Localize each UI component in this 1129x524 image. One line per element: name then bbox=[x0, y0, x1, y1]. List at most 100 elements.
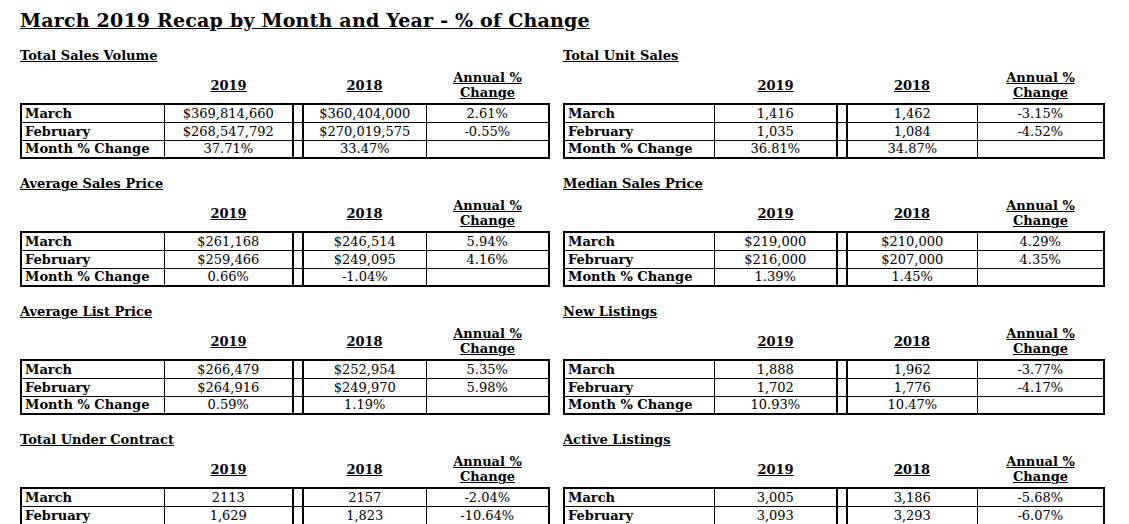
column-header-2018: 2018 bbox=[303, 70, 426, 104]
table-row-month-change: Month % Change 0.59% 1.19% bbox=[21, 396, 549, 414]
column-header-annual-change: Annual % Change bbox=[977, 198, 1104, 232]
column-header-2019: 2019 bbox=[164, 198, 293, 232]
cell-2018: 1,084 bbox=[847, 122, 977, 140]
header-row: 2019 2018 Annual % Change bbox=[21, 326, 549, 360]
column-header-2018: 2018 bbox=[303, 454, 426, 488]
table-row-march: March $261,168 $246,514 5.94% bbox=[21, 232, 549, 250]
cell-2018: 3,186 bbox=[847, 488, 977, 506]
cell-2018: -1.04% bbox=[303, 268, 426, 286]
section-heading: Active Listings bbox=[563, 432, 1103, 447]
column-header-2018: 2018 bbox=[847, 198, 977, 232]
column-header-2018: 2018 bbox=[303, 198, 426, 232]
table-row-february: February $216,000 $207,000 4.35% bbox=[564, 250, 1104, 268]
cell-2019: $219,000 bbox=[714, 232, 837, 250]
column-spacer bbox=[837, 104, 847, 122]
column-spacer bbox=[837, 488, 847, 506]
cell-2019: 36.81% bbox=[714, 140, 837, 158]
table-row-february: February $259,466 $249,095 4.16% bbox=[21, 250, 549, 268]
report-page: March 2019 Recap by Month and Year - % o… bbox=[0, 0, 1129, 524]
column-spacer bbox=[293, 104, 303, 122]
column-spacer bbox=[837, 268, 847, 286]
table-row-month-change: Month % Change 10.93% 10.47% bbox=[564, 396, 1104, 414]
cell-2019: 37.71% bbox=[164, 140, 293, 158]
section-heading: Median Sales Price bbox=[563, 176, 1103, 191]
column-spacer bbox=[293, 250, 303, 268]
row-label: Month % Change bbox=[21, 140, 164, 158]
header-blank bbox=[21, 70, 164, 104]
table-row-march: March 1,888 1,962 -3.77% bbox=[564, 360, 1104, 378]
cell-2018: $249,970 bbox=[303, 378, 426, 396]
page-title: March 2019 Recap by Month and Year - % o… bbox=[20, 9, 1129, 31]
table-row-february: February 1,035 1,084 -4.52% bbox=[564, 122, 1104, 140]
cell-2019: $261,168 bbox=[164, 232, 293, 250]
section-active-listings: Active Listings 2019 2018 Annual % Chang… bbox=[563, 432, 1103, 524]
row-label: February bbox=[21, 122, 164, 140]
column-spacer bbox=[293, 506, 303, 524]
cell-2019: 2113 bbox=[164, 488, 293, 506]
cell-2018: $210,000 bbox=[847, 232, 977, 250]
cell-annual-change bbox=[426, 268, 549, 286]
column-spacer bbox=[837, 122, 847, 140]
table-row-february: February 1,629 1,823 -10.64% bbox=[21, 506, 549, 524]
table-row-month-change: Month % Change 0.66% -1.04% bbox=[21, 268, 549, 286]
cell-2019: 1,416 bbox=[714, 104, 837, 122]
column-spacer bbox=[837, 198, 847, 232]
cell-2019: $369,814,660 bbox=[164, 104, 293, 122]
table-row-march: March 2113 2157 -2.04% bbox=[21, 488, 549, 506]
cell-2018: 1,462 bbox=[847, 104, 977, 122]
table-row-march: March $219,000 $210,000 4.29% bbox=[564, 232, 1104, 250]
cell-annual-change bbox=[977, 268, 1104, 286]
data-table: 2019 2018 Annual % Change March $369,814… bbox=[20, 70, 550, 159]
cell-2019: $268,547,792 bbox=[164, 122, 293, 140]
cell-2019: 1,629 bbox=[164, 506, 293, 524]
column-spacer bbox=[293, 396, 303, 414]
cell-2019: 10.93% bbox=[714, 396, 837, 414]
table-row-month-change: Month % Change 36.81% 34.87% bbox=[564, 140, 1104, 158]
cell-2018: $207,000 bbox=[847, 250, 977, 268]
section-heading: New Listings bbox=[563, 304, 1103, 319]
cell-2019: 3,005 bbox=[714, 488, 837, 506]
column-spacer bbox=[293, 140, 303, 158]
data-table: 2019 2018 Annual % Change March 2113 215… bbox=[20, 454, 550, 524]
table-row-march: March 3,005 3,186 -5.68% bbox=[564, 488, 1104, 506]
cell-annual-change bbox=[977, 140, 1104, 158]
column-spacer bbox=[293, 232, 303, 250]
column-header-2019: 2019 bbox=[714, 326, 837, 360]
column-header-annual-change: Annual % Change bbox=[977, 454, 1104, 488]
column-spacer bbox=[293, 122, 303, 140]
row-label: February bbox=[21, 506, 164, 524]
row-label: February bbox=[21, 250, 164, 268]
column-header-annual-change: Annual % Change bbox=[426, 70, 549, 104]
section-total-under-contract: Total Under Contract 2019 2018 Annual % … bbox=[20, 432, 548, 524]
cell-2019: 1,888 bbox=[714, 360, 837, 378]
table-row-february: February $268,547,792 $270,019,575 -0.55… bbox=[21, 122, 549, 140]
cell-annual-change: 4.35% bbox=[977, 250, 1104, 268]
header-blank bbox=[21, 198, 164, 232]
cell-annual-change: 5.94% bbox=[426, 232, 549, 250]
section-total-unit-sales: Total Unit Sales 2019 2018 Annual % Chan… bbox=[563, 48, 1103, 159]
cell-annual-change: 2.61% bbox=[426, 104, 549, 122]
header-blank bbox=[564, 198, 714, 232]
column-spacer bbox=[293, 360, 303, 378]
column-spacer bbox=[293, 268, 303, 286]
cell-annual-change bbox=[977, 396, 1104, 414]
header-row: 2019 2018 Annual % Change bbox=[564, 454, 1104, 488]
data-table: 2019 2018 Annual % Change March 1,888 1,… bbox=[563, 326, 1105, 415]
row-label: February bbox=[21, 378, 164, 396]
column-header-2018: 2018 bbox=[847, 454, 977, 488]
row-label: February bbox=[564, 250, 714, 268]
data-table: 2019 2018 Annual % Change March 1,416 1,… bbox=[563, 70, 1105, 159]
row-label: March bbox=[564, 360, 714, 378]
section-average-sales-price: Average Sales Price 2019 2018 Annual % C… bbox=[20, 176, 548, 287]
cell-annual-change: 5.98% bbox=[426, 378, 549, 396]
cell-2018: 2157 bbox=[303, 488, 426, 506]
column-header-2018: 2018 bbox=[847, 326, 977, 360]
section-heading: Total Under Contract bbox=[20, 432, 548, 447]
column-spacer bbox=[293, 70, 303, 104]
column-spacer bbox=[293, 454, 303, 488]
cell-2019: $216,000 bbox=[714, 250, 837, 268]
cell-annual-change: -5.68% bbox=[977, 488, 1104, 506]
row-label: Month % Change bbox=[564, 396, 714, 414]
cell-annual-change: -3.15% bbox=[977, 104, 1104, 122]
row-label: March bbox=[21, 360, 164, 378]
